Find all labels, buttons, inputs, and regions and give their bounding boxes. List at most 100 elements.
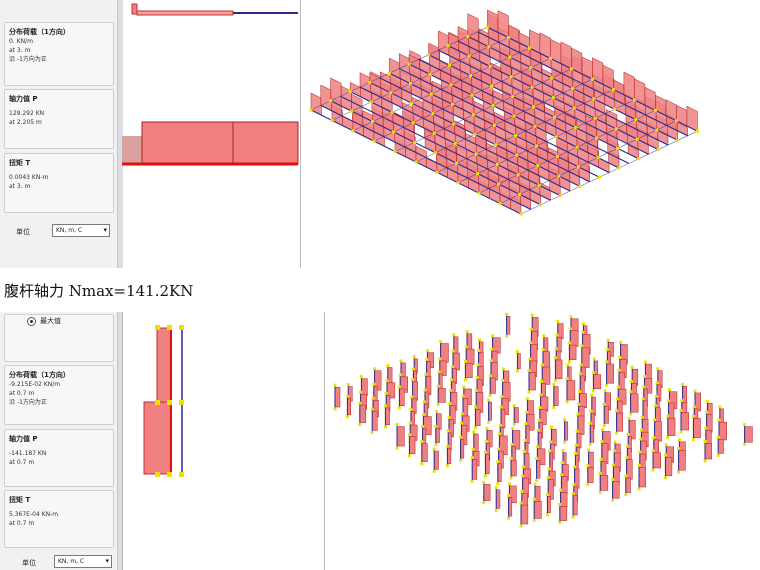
web-force-panel <box>572 495 578 516</box>
top-view-divider <box>300 0 301 268</box>
web-force-panel <box>410 411 415 428</box>
node-marker <box>590 393 594 397</box>
web-force-panel <box>628 420 636 440</box>
web-force-panel <box>465 348 475 365</box>
web-force-panel <box>593 374 602 390</box>
web-force-panel <box>591 396 596 416</box>
node-marker <box>558 194 562 198</box>
top-axial-title: 轴力值 P <box>9 95 38 103</box>
chevron-down-icon: ▾ <box>103 226 107 234</box>
node-marker <box>330 118 334 122</box>
web-force-panel <box>704 443 713 460</box>
node-marker <box>412 355 416 359</box>
node-marker <box>511 94 515 98</box>
web-force-panel <box>347 398 351 416</box>
node-marker <box>482 480 486 484</box>
web-force-panel <box>536 460 541 479</box>
top-unit-select[interactable]: KN, m, C ▾ <box>52 224 110 237</box>
node-marker <box>487 398 491 402</box>
bottom-axial-position: at 0.7 m <box>9 459 35 466</box>
node-marker <box>569 315 573 319</box>
node-marker <box>411 378 415 382</box>
node-marker <box>548 56 552 60</box>
node-marker <box>499 405 503 409</box>
node-marker <box>498 423 502 427</box>
top-diagram-axial-block-2 <box>232 121 299 165</box>
cross-member-line <box>373 58 551 142</box>
max-value-radio[interactable] <box>27 317 36 326</box>
node-marker <box>637 157 641 161</box>
node-marker <box>435 410 439 414</box>
web-force-panel <box>665 456 673 477</box>
node-marker <box>549 440 553 444</box>
node-marker <box>351 129 355 133</box>
node-marker <box>358 401 362 405</box>
node-marker <box>477 338 481 342</box>
web-force-panel <box>433 450 439 470</box>
node-marker <box>490 347 494 351</box>
node-marker <box>350 109 354 113</box>
top-torque-value: 0.0043 KN-m <box>9 174 49 181</box>
top-torque-title: 扭矩 T <box>9 159 31 167</box>
web-force-panel <box>587 467 594 483</box>
top-panel-scrollbar[interactable] <box>117 0 123 268</box>
node-marker <box>463 360 467 364</box>
web-force-panel <box>465 363 473 379</box>
node-marker <box>527 46 531 50</box>
node-marker <box>392 130 396 134</box>
node-marker <box>616 146 620 150</box>
node-marker <box>473 132 477 136</box>
node-marker <box>567 341 571 345</box>
node-marker <box>384 391 388 395</box>
node-marker <box>521 465 525 469</box>
node-marker <box>512 404 516 408</box>
node-marker <box>589 409 593 413</box>
bottom-unit-select-value: KN, m, C <box>58 558 85 565</box>
node-marker <box>677 447 681 451</box>
web-force-panel <box>599 475 609 491</box>
node-marker <box>556 320 560 324</box>
node-marker <box>664 443 668 447</box>
node-marker <box>586 464 590 468</box>
node-marker <box>436 384 440 388</box>
node-marker <box>456 181 460 185</box>
bottom-distributed-load-title: 分布荷载（1方向） <box>9 371 70 379</box>
top-properties-panel: 分布荷载（1方向） 0. KN/m at 3. m 沿 -1方向为正 轴力值 P… <box>0 0 122 268</box>
node-marker <box>693 389 697 393</box>
cross-member-line <box>331 37 509 121</box>
bottom-unit-select[interactable]: KN, m, C ▾ <box>54 555 112 568</box>
node-marker <box>666 414 670 418</box>
web-force-panel <box>371 410 378 431</box>
node-marker <box>521 474 525 478</box>
bottom-panel-scrollbar[interactable] <box>117 312 123 570</box>
node-marker <box>611 463 615 467</box>
node-marker <box>432 447 436 451</box>
top-axial-value: 129.292 KN <box>9 110 45 117</box>
node-marker <box>408 421 412 425</box>
node-marker <box>527 390 531 394</box>
node-marker <box>383 425 387 429</box>
node-marker <box>581 322 585 326</box>
node-marker <box>602 402 606 406</box>
node-marker <box>574 443 578 447</box>
node-marker <box>387 71 391 75</box>
node-marker <box>497 182 501 186</box>
node-marker <box>578 372 582 376</box>
web-force-panel <box>645 363 652 381</box>
node-marker <box>494 486 498 490</box>
node-marker <box>507 493 511 497</box>
web-force-panel <box>589 425 595 443</box>
web-force-panel <box>447 448 452 465</box>
node-marker <box>528 357 532 361</box>
web-force-panel <box>717 439 724 454</box>
bottom-distributed-load-value: -9.215E-02 KN/m <box>9 381 61 388</box>
node-marker <box>572 106 576 110</box>
web-force-panel <box>528 372 536 391</box>
node-marker <box>560 461 564 465</box>
node-marker <box>542 334 546 338</box>
node-marker <box>501 379 505 383</box>
node-marker <box>692 405 696 409</box>
beam-force-panel <box>310 92 322 116</box>
node-marker <box>681 382 685 386</box>
node-marker <box>333 407 337 411</box>
